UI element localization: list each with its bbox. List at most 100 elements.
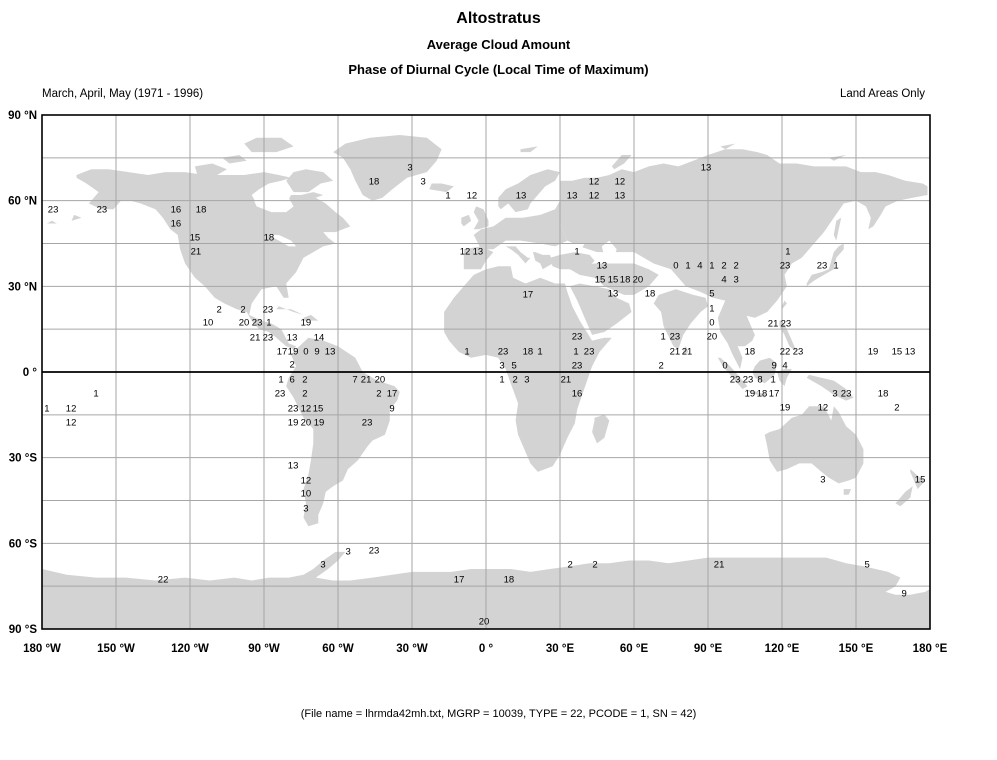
- data-point-label: 18: [645, 288, 656, 299]
- data-point-label: 1: [464, 346, 469, 357]
- lon-tick-label: 180 °W: [23, 643, 61, 655]
- data-point-label: 13: [905, 346, 916, 357]
- data-point-label: 12: [66, 404, 77, 415]
- land-shape: [244, 137, 294, 153]
- data-point-label: 16: [171, 218, 182, 229]
- data-point-label: 9: [771, 360, 776, 371]
- land-shape: [461, 214, 472, 227]
- land-shape: [910, 469, 926, 490]
- data-point-label: 1: [574, 246, 579, 257]
- data-point-label: 3: [303, 503, 308, 514]
- data-point-label: 18: [504, 575, 515, 586]
- data-point-label: 2: [289, 360, 294, 371]
- data-point-label: 3: [499, 360, 504, 371]
- data-point-label: 23: [498, 346, 509, 357]
- land-shape: [532, 252, 553, 270]
- data-point-label: 19: [314, 418, 325, 429]
- data-point-label: 20: [239, 318, 250, 329]
- data-point-label: 2: [216, 304, 221, 315]
- data-point-label: 1: [770, 375, 775, 386]
- data-point-label: 18: [757, 389, 768, 400]
- land-shape: [473, 200, 568, 250]
- data-point-label: 18: [523, 346, 534, 357]
- data-point-label: 13: [288, 461, 299, 472]
- data-point-label: 15: [608, 274, 619, 285]
- data-point-label: 23: [670, 332, 681, 343]
- data-point-label: 23: [817, 260, 828, 271]
- data-point-label: 10: [203, 318, 214, 329]
- data-point-label: 12: [615, 177, 626, 188]
- land-shape: [303, 314, 319, 321]
- data-point-label: 23: [584, 346, 595, 357]
- lon-tick-label: 120 °E: [765, 643, 800, 655]
- data-point-label: 7: [352, 375, 357, 386]
- data-point-label: 18: [196, 204, 207, 215]
- data-point-label: 2: [376, 389, 381, 400]
- data-point-label: 5: [709, 288, 714, 299]
- data-point-label: 3: [345, 547, 350, 558]
- land-shape: [895, 486, 913, 507]
- data-point-label: 15: [313, 404, 324, 415]
- data-point-label: 14: [314, 332, 325, 343]
- land-shape: [777, 369, 792, 387]
- data-point-label: 19: [288, 346, 299, 357]
- data-point-label: 15: [915, 475, 926, 486]
- land-shape: [286, 169, 334, 193]
- data-point-label: 19: [301, 318, 312, 329]
- data-point-label: 15: [595, 274, 606, 285]
- data-point-label: 12: [818, 403, 829, 414]
- data-point-label: 1: [660, 332, 665, 343]
- data-point-label: 0: [709, 318, 714, 329]
- data-point-label: 13: [608, 288, 619, 299]
- data-point-label: 17: [387, 389, 398, 400]
- data-point-label: 21: [768, 318, 779, 329]
- data-point-label: 1: [499, 375, 504, 386]
- data-point-label: 23: [780, 260, 791, 271]
- land-shape: [76, 169, 351, 350]
- data-point-label: 3: [832, 389, 837, 400]
- data-point-label: 16: [171, 204, 182, 215]
- data-point-label: 1: [93, 389, 98, 400]
- land-shape: [720, 143, 736, 150]
- land-shape: [782, 300, 787, 310]
- land-shape: [592, 414, 610, 444]
- data-point-label: 2: [894, 403, 899, 414]
- data-point-label: 21: [670, 346, 681, 357]
- data-point-label: 13: [325, 346, 336, 357]
- data-point-label: 23: [263, 304, 274, 315]
- data-point-label: 18: [620, 274, 631, 285]
- axis-tick-labels: 180 °W 150 °W 120 °W 90 °W 60 °W 30 °W 0 ° 30 °…: [8, 110, 948, 655]
- data-point-label: 5: [864, 559, 869, 570]
- data-point-label: 18: [369, 177, 380, 188]
- lon-tick-label: 150 °W: [97, 643, 135, 655]
- land-shape: [473, 206, 489, 230]
- data-point-label: 4: [697, 260, 702, 271]
- data-point-label: 21: [361, 375, 372, 386]
- data-point-label: 3: [733, 274, 738, 285]
- data-point-label: 17: [277, 346, 288, 357]
- land-shape: [46, 220, 57, 224]
- data-point-label: 9: [314, 346, 319, 357]
- footer-note: (File name = lhrmda42mh.txt, MGRP = 1003…: [300, 708, 697, 720]
- data-point-label: 23: [275, 389, 286, 400]
- land-shape: [843, 489, 852, 495]
- data-point-label: 23: [572, 332, 583, 343]
- land-shape: [779, 320, 797, 352]
- data-point-label: 12: [589, 177, 600, 188]
- data-point-label: 23: [730, 375, 741, 386]
- data-point-label: 16: [572, 389, 583, 400]
- plot-border: [41, 114, 931, 630]
- data-point-label: 23: [841, 389, 852, 400]
- lat-tick-label: 90 °S: [9, 624, 38, 636]
- data-point-label: 9: [389, 404, 394, 415]
- page-subtitle-cloud-amount: Average Cloud Amount: [426, 37, 571, 52]
- data-point-label: 20: [301, 418, 312, 429]
- data-point-label: 2: [658, 360, 663, 371]
- data-point-label: 17: [769, 389, 780, 400]
- land-shape: [717, 357, 748, 390]
- data-point-label: 2: [240, 304, 245, 315]
- data-point-label: 12: [301, 475, 312, 486]
- data-point-label: 1: [833, 260, 838, 271]
- data-point-label: 19: [780, 403, 791, 414]
- land-shape: [569, 283, 632, 335]
